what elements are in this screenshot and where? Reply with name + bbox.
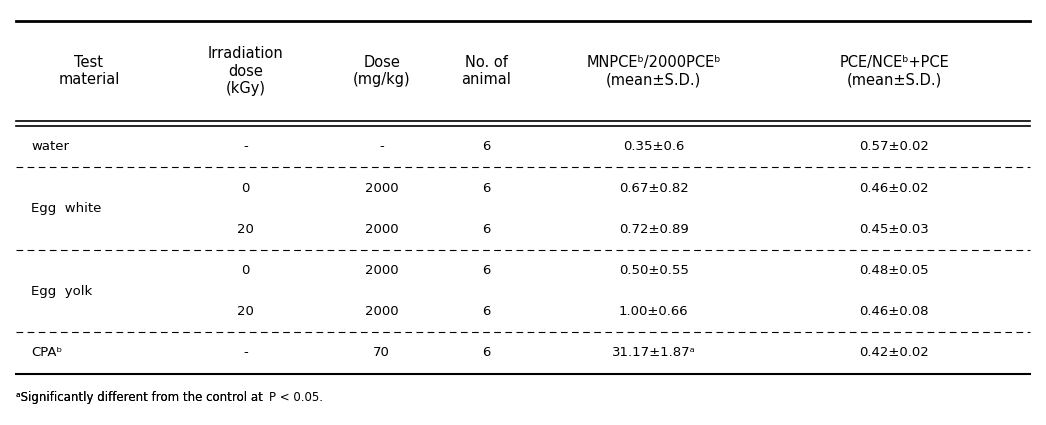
Text: CPAᵇ: CPAᵇ (31, 346, 63, 360)
Text: ᵃSignificantly different from the control at: ᵃSignificantly different from the contro… (16, 391, 267, 404)
Text: 6: 6 (482, 140, 491, 153)
Text: 0.46±0.08: 0.46±0.08 (860, 305, 929, 318)
Text: 0.50±0.55: 0.50±0.55 (619, 264, 688, 277)
Text: Dose
(mg/kg): Dose (mg/kg) (353, 55, 411, 88)
Text: -: - (380, 140, 384, 153)
Text: 6: 6 (482, 305, 491, 318)
Text: 2000: 2000 (365, 181, 399, 195)
Text: 6: 6 (482, 346, 491, 360)
Text: 20: 20 (237, 305, 254, 318)
Text: 6: 6 (482, 264, 491, 277)
Text: 6: 6 (482, 223, 491, 236)
Text: 0: 0 (242, 181, 250, 195)
Text: 70: 70 (373, 346, 390, 360)
Text: Egg  yolk: Egg yolk (31, 285, 93, 297)
Text: 1.00±0.66: 1.00±0.66 (619, 305, 688, 318)
Text: 2000: 2000 (365, 223, 399, 236)
Text: Irradiation
dose
(kGy): Irradiation dose (kGy) (208, 46, 283, 96)
Text: No. of
animal: No. of animal (461, 55, 511, 88)
Text: 2000: 2000 (365, 264, 399, 277)
Text: 0.45±0.03: 0.45±0.03 (860, 223, 929, 236)
Text: Egg  white: Egg white (31, 202, 101, 215)
Text: PCE/NCEᵇ+PCE
(mean±S.D.): PCE/NCEᵇ+PCE (mean±S.D.) (840, 55, 949, 88)
Text: 6: 6 (482, 181, 491, 195)
Text: MNPCEᵇ/2000PCEᵇ
(mean±S.D.): MNPCEᵇ/2000PCEᵇ (mean±S.D.) (587, 55, 721, 88)
Text: -: - (244, 346, 248, 360)
Text: 0.42±0.02: 0.42±0.02 (860, 346, 929, 360)
Text: -: - (244, 140, 248, 153)
Text: ᵃSignificantly different from the control at  P < 0.05.: ᵃSignificantly different from the contro… (16, 391, 322, 404)
Text: 0.46±0.02: 0.46±0.02 (860, 181, 929, 195)
Text: water: water (31, 140, 69, 153)
Text: 31.17±1.87ᵃ: 31.17±1.87ᵃ (612, 346, 696, 360)
Text: 0.35±0.6: 0.35±0.6 (623, 140, 684, 153)
Text: 20: 20 (237, 223, 254, 236)
Text: Test
material: Test material (59, 55, 119, 88)
Text: 0.57±0.02: 0.57±0.02 (860, 140, 929, 153)
Text: 2000: 2000 (365, 305, 399, 318)
Text: 0.67±0.82: 0.67±0.82 (619, 181, 688, 195)
Text: 0.72±0.89: 0.72±0.89 (619, 223, 688, 236)
Text: 0: 0 (242, 264, 250, 277)
Text: 0.48±0.05: 0.48±0.05 (860, 264, 929, 277)
